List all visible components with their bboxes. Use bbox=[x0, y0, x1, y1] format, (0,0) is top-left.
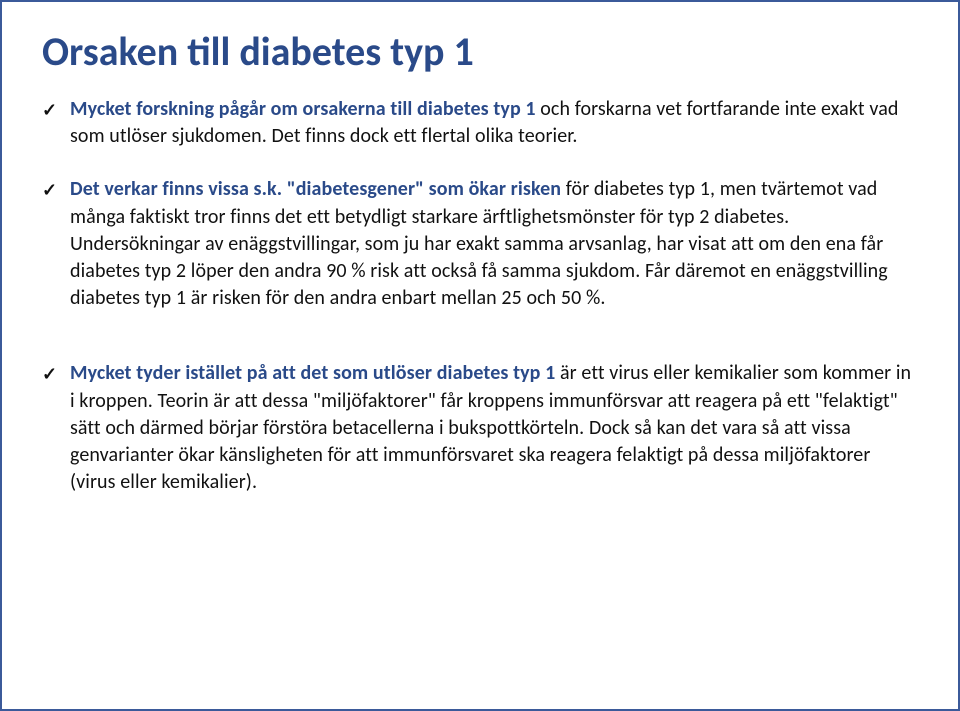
bullet-list: Mycket forskning pågår om orsakerna till… bbox=[42, 96, 918, 496]
bullet-lead: Mycket tyder istället på att det som utl… bbox=[70, 361, 555, 385]
list-item: Mycket tyder istället på att det som utl… bbox=[42, 360, 918, 496]
slide-frame: Orsaken till diabetes typ 1 Mycket forsk… bbox=[0, 0, 960, 711]
list-item: Det verkar finns vissa s.k. "diabetesgen… bbox=[42, 176, 918, 312]
page-title: Orsaken till diabetes typ 1 bbox=[42, 30, 918, 74]
bullet-lead: Mycket forskning pågår om orsakerna till… bbox=[70, 97, 536, 121]
bullet-lead: Det verkar finns vissa s.k. "diabetesgen… bbox=[70, 177, 561, 201]
list-item: Mycket forskning pågår om orsakerna till… bbox=[42, 96, 918, 150]
